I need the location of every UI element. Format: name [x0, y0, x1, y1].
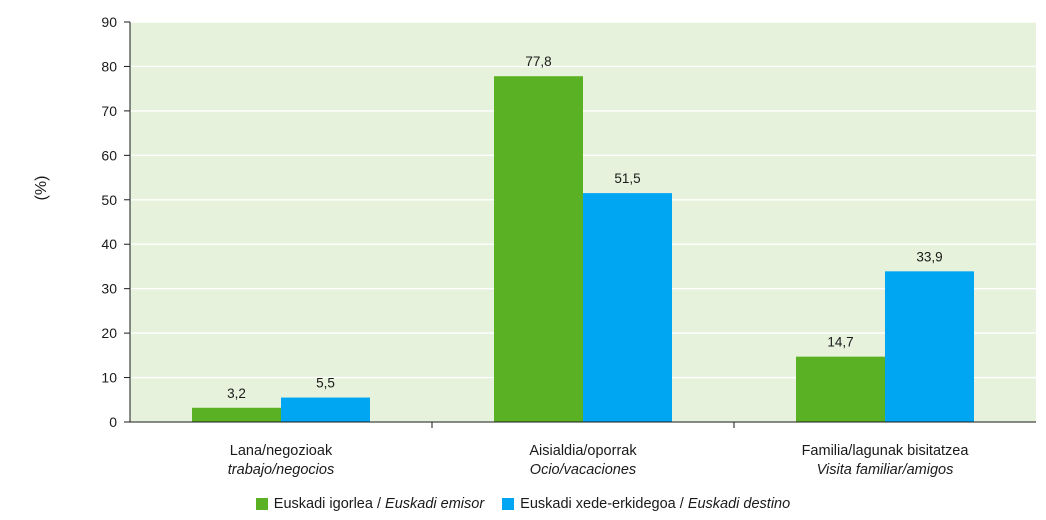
- bar: [885, 271, 974, 422]
- y-tick-label: 70: [101, 103, 117, 119]
- x-category-sublabel: Visita familiar/amigos: [817, 462, 954, 478]
- y-tick-label: 80: [101, 58, 117, 74]
- y-tick-label: 20: [101, 325, 117, 341]
- y-tick-label: 60: [101, 147, 117, 163]
- bars: [192, 76, 974, 422]
- y-tick-label: 40: [101, 236, 117, 252]
- y-tick-label: 30: [101, 281, 117, 297]
- legend-label-emisor: Euskadi igorlea / Euskadi emisor: [273, 496, 485, 512]
- y-tick-labels: 0 10 20 30 40 50 60 70 80 90: [101, 14, 117, 430]
- data-label: 14,7: [827, 335, 853, 350]
- x-category-sublabel: Ocio/vacaciones: [530, 462, 636, 478]
- data-labels: 3,2 5,5 77,8 51,5 14,7 33,9: [227, 54, 943, 401]
- x-category-labels: Lana/negozioak trabajo/negocios Aisialdia/…: [228, 443, 970, 478]
- y-tick-label: 90: [101, 14, 117, 30]
- bar: [281, 397, 370, 422]
- data-label: 3,2: [227, 386, 246, 401]
- legend-swatch-green: [255, 498, 268, 510]
- data-label: 51,5: [614, 171, 640, 186]
- x-category-label: Familia/lagunak bisitatzea: [802, 443, 970, 459]
- y-axis-label: (%): [33, 176, 50, 201]
- legend: Euskadi igorlea / Euskadi emisor Euskadi…: [0, 496, 1046, 512]
- legend-swatch-blue: [502, 498, 515, 510]
- y-tick-label: 50: [101, 192, 117, 208]
- bar: [494, 76, 583, 422]
- x-category-sublabel: trabajo/negocios: [228, 462, 334, 478]
- x-category-label: Aisialdia/oporrak: [529, 443, 637, 459]
- bar: [192, 407, 281, 422]
- bar: [796, 356, 885, 422]
- bar: [583, 193, 672, 422]
- legend-item-emisor: Euskadi igorlea / Euskadi emisor: [255, 496, 485, 512]
- legend-item-destino: Euskadi xede-erkidegoa / Euskadi destino: [502, 496, 790, 512]
- axes: [124, 21, 1036, 428]
- data-label: 77,8: [525, 54, 551, 69]
- legend-label-destino: Euskadi xede-erkidegoa / Euskadi destino: [520, 496, 791, 512]
- y-tick-label: 0: [109, 414, 117, 430]
- data-label: 33,9: [916, 249, 942, 264]
- x-category-label: Lana/negozioak: [230, 443, 333, 459]
- y-tick-label: 10: [101, 370, 117, 386]
- data-label: 5,5: [316, 376, 335, 391]
- bar-chart: 3,2 5,5 77,8 51,5 14,7 33,9 0 10 20 30 40 50 60 70 80…: [33, 14, 1036, 478]
